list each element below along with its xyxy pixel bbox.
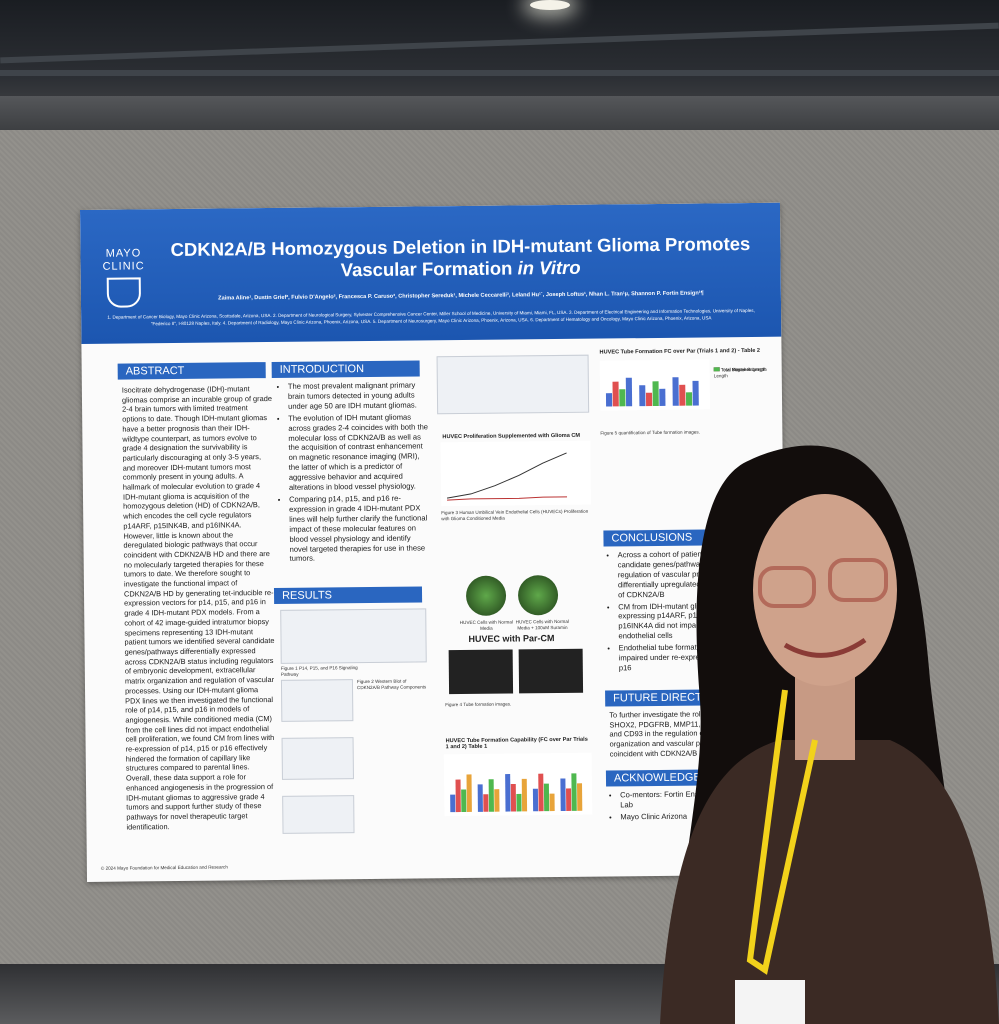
huvec-normal-image [465, 575, 507, 616]
chart-bar [549, 793, 555, 812]
western-blot-1 [280, 679, 354, 722]
figure-1-caption: Figure 1 P14, P15, and P16 Signaling Pat… [280, 665, 358, 677]
chart-bar [516, 793, 522, 812]
presenter-person [660, 445, 999, 1024]
gene-table [436, 354, 590, 415]
chart-bar [692, 380, 699, 406]
figure-3-caption: Figure 3 Human Umbilical Vein Endothelia… [441, 508, 589, 522]
introduction-list: The most prevalent malignant primary bra… [278, 380, 430, 566]
huvec-suramin-image [517, 575, 559, 616]
chart-bar [619, 389, 626, 407]
booth-rail [0, 96, 999, 130]
chart-bar [659, 388, 666, 406]
western-blot-3 [282, 795, 355, 834]
proliferation-chart [440, 440, 592, 507]
chart-bar [450, 794, 456, 813]
chart-bar [672, 377, 679, 406]
intro-bullet: The most prevalent malignant primary bra… [288, 380, 428, 411]
chart-bar [455, 779, 461, 813]
chart-bar [679, 384, 686, 406]
chart-bar [645, 392, 653, 407]
logo-text: MAYO CLINIC [102, 247, 145, 273]
chart-bar [543, 783, 550, 812]
abstract-text: Isocitrate dehydrogenase (IDH)-mutant gl… [121, 384, 275, 832]
shield-icon [106, 277, 142, 308]
huvec-suramin-label: HUVEC Cells with Normal Media + 100uM Su… [515, 618, 569, 631]
intro-bullet: The evolution of IDH mutant gliomas acro… [288, 412, 429, 493]
poster-banner: MAYO CLINIC CDKN2A/B Homozygous Deletion… [80, 202, 782, 344]
shirt [660, 740, 999, 1024]
chart-bar [477, 784, 483, 812]
figure-2-caption: Figure 2 Western Blot of CDKN2A/B Pathwa… [356, 678, 427, 691]
chart-bar [488, 779, 494, 812]
results-heading: RESULTS [273, 586, 423, 604]
intro-bullet: Comparing p14, p15, and p16 re-expressio… [289, 493, 430, 564]
tube-fc-chart [599, 359, 711, 411]
chart-legend: Total Master Segment Length Total Segmen… [713, 367, 778, 378]
mayo-clinic-logo: MAYO CLINIC [94, 247, 153, 308]
ceiling-beam [0, 22, 999, 64]
chart-bar [639, 385, 646, 407]
smile [783, 637, 867, 658]
chart-bar [652, 381, 659, 407]
ceiling-beam [0, 70, 999, 76]
legend-item: Total Branches Length [713, 367, 767, 374]
chart-bar [566, 788, 572, 811]
introduction-heading: INTRODUCTION [271, 360, 420, 379]
huvec-parcm-label: HUVEC with Par-CM [468, 633, 555, 644]
chart-bar [461, 789, 467, 813]
signaling-pathway-figure [280, 608, 427, 664]
chart-bar [510, 783, 517, 812]
name-badge [735, 980, 805, 1024]
chart-bar [625, 377, 633, 407]
poster-affiliations: 1. Department of Cancer Biology, Mayo Cl… [107, 307, 755, 327]
chart-bar [466, 774, 472, 812]
chart-bar [521, 778, 528, 812]
figure-5-caption: Figure 5 quantification of Tube formatio… [600, 429, 700, 436]
poster-title: CDKN2A/B Homozygous Deletion in IDH-muta… [160, 233, 760, 283]
glasses-right-lens [828, 558, 888, 602]
suramin-line [447, 496, 568, 501]
chart-bar [483, 794, 489, 812]
tube-capability-chart [443, 752, 593, 817]
tube-fc-chart-title: HUVEC Tube Formation FC over Par (Trials… [599, 347, 761, 356]
chart-bar [494, 789, 500, 812]
chart-bar [612, 381, 619, 407]
proliferation-chart-title: HUVEC Proliferation Supplemented with Gl… [442, 432, 581, 441]
chart-bar [571, 773, 577, 811]
poster-footer: © 2024 Mayo Foundation for Medical Educa… [100, 864, 228, 871]
chart-bar [685, 392, 693, 406]
research-poster: MAYO CLINIC CDKN2A/B Homozygous Deletion… [80, 202, 787, 882]
lanyard [746, 689, 818, 975]
chart-bar [538, 773, 544, 812]
tube-formation-image-1 [448, 649, 514, 695]
face [753, 494, 897, 686]
proliferation-line [446, 452, 567, 499]
western-blot-2 [281, 737, 354, 780]
chart-bar [560, 778, 566, 811]
huvec-normal-label: HUVEC Cells with Normal Media [459, 619, 513, 631]
chart-bar [532, 788, 539, 812]
chart-bar [605, 393, 613, 407]
chart-bar [576, 783, 583, 811]
ceiling-light [530, 0, 570, 10]
figure-4-caption: Figure 4 Tube formation images. [445, 701, 512, 708]
glasses-left-lens [758, 566, 816, 608]
tube-formation-image-2 [518, 648, 584, 694]
tube-capability-chart-title: HUVEC Tube Formation Capability (FC over… [445, 736, 588, 751]
abstract-heading: ABSTRACT [117, 362, 266, 380]
poster-authors: Zaima Aline¹, Dustin Grief², Fulvio D'An… [218, 290, 704, 302]
chart-bar [505, 774, 511, 812]
